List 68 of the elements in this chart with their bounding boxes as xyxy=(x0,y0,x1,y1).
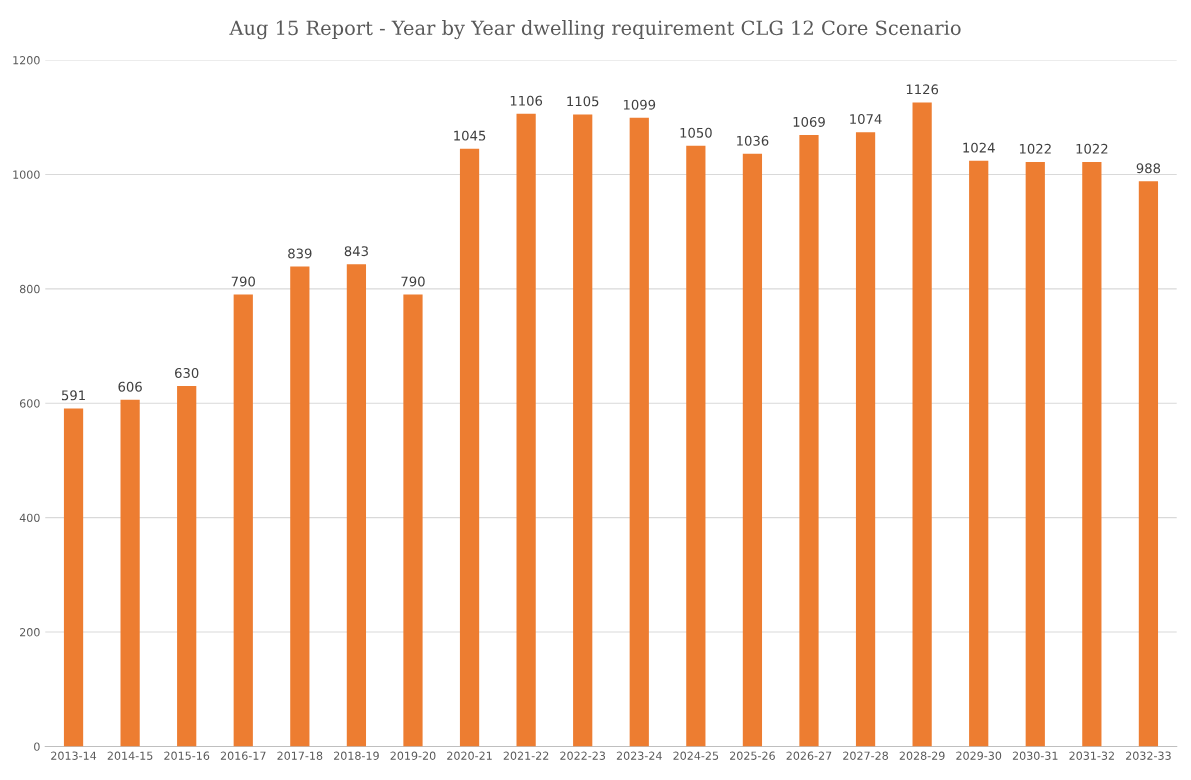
bar xyxy=(686,145,706,747)
data-label: 1022 xyxy=(1019,143,1051,154)
x-tick-label: 2030-31 xyxy=(1012,751,1058,760)
x-tick-label: 2025-26 xyxy=(730,751,775,760)
bar xyxy=(799,134,819,747)
bar xyxy=(742,153,763,747)
x-tick-label: 2022-23 xyxy=(560,751,606,760)
data-label: 1036 xyxy=(737,135,769,146)
x-tick-label: 2016-17 xyxy=(220,751,266,760)
x-tick-label: 2014-15 xyxy=(107,751,153,760)
data-label: 1024 xyxy=(963,142,995,153)
bar xyxy=(1025,161,1045,747)
chart-title: Aug 15 Report - Year by Year dwelling requirement CLG 12 Core Scenario xyxy=(229,20,961,40)
x-tick-label: 2020-21 xyxy=(447,751,492,760)
y-tick-label: 0 xyxy=(34,742,40,751)
bar xyxy=(459,148,480,747)
bar xyxy=(1082,161,1102,747)
bar xyxy=(573,114,593,747)
data-label: 790 xyxy=(401,276,425,287)
bar xyxy=(855,132,876,747)
x-tick-label: 2029-30 xyxy=(956,751,1002,760)
data-label: 988 xyxy=(1136,163,1161,174)
y-tick-label: 1200 xyxy=(13,56,40,65)
bar xyxy=(290,266,310,747)
bar xyxy=(403,294,423,747)
x-tick-label: 2013-14 xyxy=(51,751,97,760)
bar xyxy=(233,294,253,747)
data-label: 1126 xyxy=(906,84,939,95)
x-tick-label: 2024-25 xyxy=(673,751,719,760)
bar xyxy=(629,117,649,747)
x-tick-label: 2017-18 xyxy=(277,751,323,760)
bar xyxy=(969,160,989,747)
data-label: 591 xyxy=(61,390,85,401)
data-label: 790 xyxy=(231,276,255,287)
bar xyxy=(63,408,84,747)
bar xyxy=(346,264,367,747)
data-label: 1050 xyxy=(680,127,712,138)
bar xyxy=(1138,181,1159,747)
bar xyxy=(912,102,932,747)
x-tick-label: 2027-28 xyxy=(843,751,889,760)
data-label: 1106 xyxy=(510,95,543,106)
data-label: 843 xyxy=(344,246,368,257)
x-tick-label: 2032-33 xyxy=(1126,751,1171,760)
x-tick-label: 2031-32 xyxy=(1069,751,1114,760)
y-tick-label: 1000 xyxy=(13,170,40,179)
data-label: 1099 xyxy=(623,99,656,110)
x-tick-label: 2019-20 xyxy=(390,751,436,760)
bar xyxy=(120,399,140,747)
data-label: 1074 xyxy=(850,114,882,125)
x-tick-label: 2026-27 xyxy=(786,751,832,760)
x-tick-label: 2023-24 xyxy=(616,751,662,760)
y-tick-label: 600 xyxy=(19,399,40,408)
data-label: 839 xyxy=(288,248,312,259)
data-label: 1105 xyxy=(567,96,599,107)
data-label: 1022 xyxy=(1076,143,1108,154)
data-label: 606 xyxy=(118,381,142,392)
x-tick-label: 2028-29 xyxy=(899,751,945,760)
data-label: 1045 xyxy=(454,130,486,141)
y-tick-label: 200 xyxy=(20,628,40,637)
x-tick-label: 2018-19 xyxy=(334,751,379,760)
data-label: 630 xyxy=(175,368,199,378)
x-tick-label: 2015-16 xyxy=(164,751,210,760)
y-tick-label: 400 xyxy=(19,513,40,523)
y-tick-label: 800 xyxy=(19,284,40,294)
x-tick-label: 2021-22 xyxy=(503,751,549,760)
data-label: 1069 xyxy=(793,116,825,127)
bar xyxy=(516,113,536,747)
bar xyxy=(177,386,197,747)
